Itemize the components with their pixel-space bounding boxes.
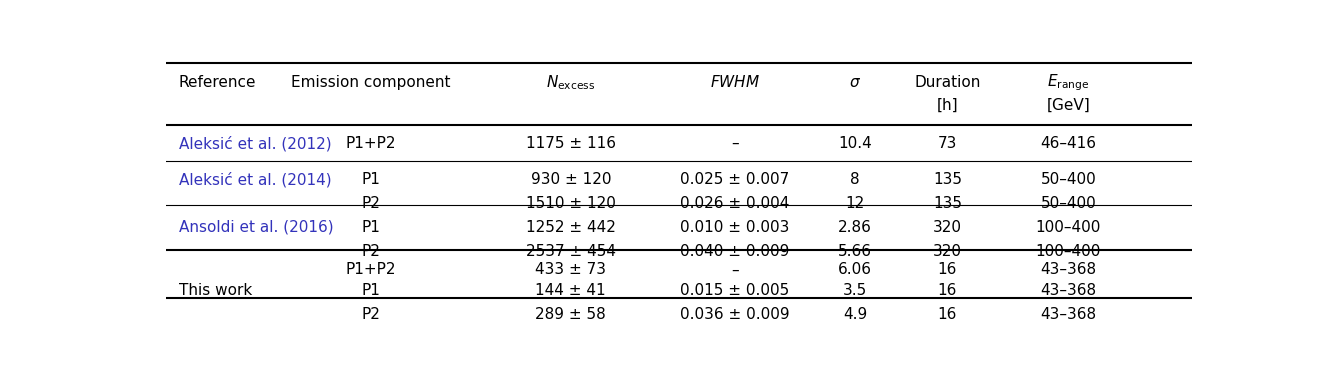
- Text: 50–400: 50–400: [1041, 196, 1096, 211]
- Text: 10.4: 10.4: [838, 136, 873, 151]
- Text: 1175 ± 116: 1175 ± 116: [526, 136, 616, 151]
- Text: 16: 16: [937, 283, 957, 297]
- Text: 43–368: 43–368: [1041, 307, 1096, 322]
- Text: 3.5: 3.5: [843, 283, 867, 297]
- Text: 73: 73: [937, 136, 957, 151]
- Text: 50–400: 50–400: [1041, 172, 1096, 187]
- Text: 0.015 ± 0.005: 0.015 ± 0.005: [681, 283, 789, 297]
- Text: [GeV]: [GeV]: [1046, 97, 1091, 112]
- Text: Aleksić et al. (2014): Aleksić et al. (2014): [179, 172, 331, 188]
- Text: 433 ± 73: 433 ± 73: [535, 262, 606, 278]
- Text: 43–368: 43–368: [1041, 283, 1096, 297]
- Text: P1+P2: P1+P2: [346, 136, 396, 151]
- Text: 135: 135: [933, 196, 963, 211]
- Text: $\sigma$: $\sigma$: [849, 75, 861, 90]
- Text: Duration: Duration: [914, 75, 981, 90]
- Text: 0.036 ± 0.009: 0.036 ± 0.009: [681, 307, 790, 322]
- Text: 4.9: 4.9: [843, 307, 867, 322]
- Text: P1: P1: [361, 283, 380, 297]
- Text: Ansoldi et al. (2016): Ansoldi et al. (2016): [179, 220, 334, 235]
- Text: [h]: [h]: [936, 97, 959, 112]
- Text: $FWHM$: $FWHM$: [710, 74, 760, 90]
- Text: 100–400: 100–400: [1035, 220, 1102, 235]
- Text: 0.010 ± 0.003: 0.010 ± 0.003: [681, 220, 789, 235]
- Text: Reference: Reference: [179, 75, 257, 90]
- Text: P2: P2: [361, 196, 380, 211]
- Text: Aleksić et al. (2012): Aleksić et al. (2012): [179, 136, 331, 151]
- Text: 1510 ± 120: 1510 ± 120: [526, 196, 616, 211]
- Text: 0.040 ± 0.009: 0.040 ± 0.009: [681, 244, 789, 259]
- Text: 5.66: 5.66: [838, 244, 873, 259]
- Text: 320: 320: [933, 244, 963, 259]
- Text: 43–368: 43–368: [1041, 262, 1096, 278]
- Text: P1+P2: P1+P2: [346, 262, 396, 278]
- Text: 0.025 ± 0.007: 0.025 ± 0.007: [681, 172, 789, 187]
- Text: 1252 ± 442: 1252 ± 442: [526, 220, 616, 235]
- Text: 2537 ± 454: 2537 ± 454: [526, 244, 616, 259]
- Text: P1: P1: [361, 220, 380, 235]
- Text: 16: 16: [937, 307, 957, 322]
- Text: 0.026 ± 0.004: 0.026 ± 0.004: [681, 196, 789, 211]
- Text: 2.86: 2.86: [838, 220, 873, 235]
- Text: P2: P2: [361, 307, 380, 322]
- Text: 100–400: 100–400: [1035, 244, 1102, 259]
- Text: 320: 320: [933, 220, 963, 235]
- Text: P2: P2: [361, 244, 380, 259]
- Text: 6.06: 6.06: [838, 262, 873, 278]
- Text: 16: 16: [937, 262, 957, 278]
- Text: Emission component: Emission component: [291, 75, 450, 90]
- Text: $N_{\rm excess}$: $N_{\rm excess}$: [547, 73, 596, 92]
- Text: –: –: [731, 262, 739, 278]
- Text: 930 ± 120: 930 ± 120: [531, 172, 612, 187]
- Text: P1: P1: [361, 172, 380, 187]
- Text: 135: 135: [933, 172, 963, 187]
- Text: This work: This work: [179, 283, 252, 297]
- Text: 8: 8: [850, 172, 859, 187]
- Text: 144 ± 41: 144 ± 41: [535, 283, 606, 297]
- Text: 12: 12: [846, 196, 865, 211]
- Text: –: –: [731, 136, 739, 151]
- Text: $E_{\rm range}$: $E_{\rm range}$: [1047, 72, 1090, 93]
- Text: 46–416: 46–416: [1041, 136, 1096, 151]
- Text: 289 ± 58: 289 ± 58: [535, 307, 606, 322]
